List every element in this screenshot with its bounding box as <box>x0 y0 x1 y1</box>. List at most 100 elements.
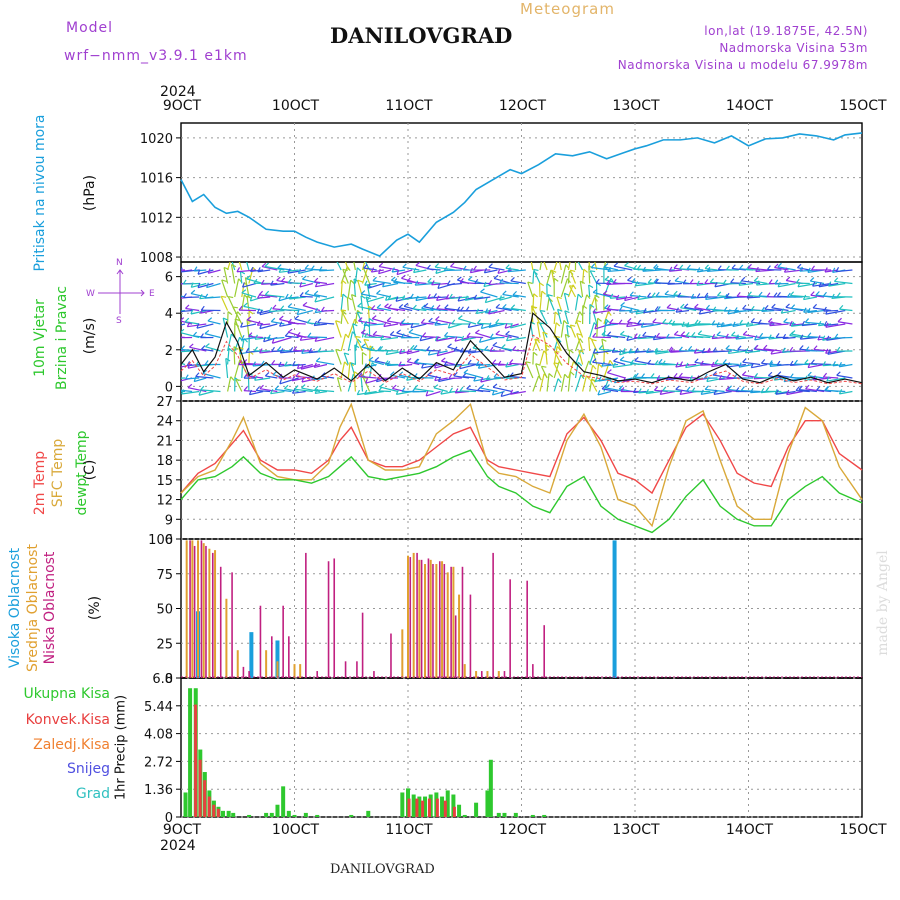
wind-barb <box>512 294 526 298</box>
wind-barb-flag <box>181 345 186 350</box>
wind-barb <box>241 292 257 298</box>
wind-barb-flag <box>475 329 480 334</box>
wind-barb <box>410 323 427 329</box>
wind-barb-flag <box>739 264 744 270</box>
wind-barb-flag <box>244 252 249 254</box>
wind-barb-flag <box>626 321 630 327</box>
wind-barb-flag <box>472 344 477 349</box>
wind-barb <box>742 361 761 366</box>
wind-barb <box>823 295 839 298</box>
precip-total-bar <box>513 812 518 817</box>
wind-barb <box>599 348 619 352</box>
wind-barb-flag <box>505 335 510 341</box>
wind-barb <box>835 269 853 273</box>
bottom-year-label: 2024 <box>160 838 196 854</box>
wind-barb-flag <box>304 264 309 269</box>
wind-barb-flag <box>260 360 265 366</box>
wind-barb <box>259 294 278 298</box>
wind-barb-flag <box>835 267 840 272</box>
wind-barb <box>567 271 570 284</box>
top-date-tick: 14OCT <box>725 98 774 114</box>
wind-barb-flag <box>755 280 760 286</box>
wind-barb-flag <box>344 352 350 356</box>
wind-barb <box>743 334 761 339</box>
precip-conv-bar <box>407 798 411 817</box>
wind-barb-flag <box>509 359 514 364</box>
wind-barb-flag <box>238 360 243 365</box>
wind-barb-flag <box>433 293 437 299</box>
wind-barb <box>564 310 569 325</box>
wind-barb-flag <box>252 361 256 367</box>
wind-barb-flag <box>776 371 782 376</box>
wind-barb <box>382 282 399 288</box>
wind-barb <box>372 280 391 285</box>
wind-barb-flag <box>529 252 534 254</box>
wind-barb <box>488 266 505 271</box>
wind-barb-flag <box>477 363 482 369</box>
wind-barb <box>426 349 441 352</box>
wind-barb-flag <box>735 387 740 392</box>
wind-barb-flag <box>287 268 291 274</box>
wind-barb <box>825 309 846 315</box>
wind-barb-flag <box>489 333 494 339</box>
wind-barb-flag <box>352 323 358 327</box>
wind-barb-flag <box>799 334 804 340</box>
wind-barb-flag <box>722 279 727 285</box>
wind-barb <box>398 307 413 312</box>
wind-barb-flag <box>454 388 459 394</box>
wind-barb <box>378 269 392 275</box>
wind-barb <box>181 269 186 271</box>
wind-barb-flag <box>379 346 384 351</box>
wind-barb <box>205 346 221 352</box>
wind-barb-flag <box>280 277 286 282</box>
wind-barb-flag <box>782 347 786 353</box>
wind-barb-flag <box>310 265 315 271</box>
wind-barb-flag <box>738 280 742 286</box>
wind-barb-flag <box>712 347 717 353</box>
wind-barb-flag <box>354 344 360 349</box>
wind-barb-flag <box>246 275 251 280</box>
wind-barb <box>254 336 271 340</box>
wind-barb-flag <box>833 277 839 282</box>
cloud-mid-bar <box>299 664 302 678</box>
precip-total-bar <box>417 796 422 817</box>
precip-total-bar <box>220 810 225 817</box>
wind-barb <box>791 323 810 327</box>
wind-barb-flag <box>557 308 563 312</box>
wind-barb <box>430 308 448 312</box>
wind-barb-flag <box>264 290 270 296</box>
wind-barb-flag <box>665 333 670 339</box>
wind-barb-flag <box>750 318 755 323</box>
wind-barb <box>355 336 364 352</box>
wind-barb <box>559 262 562 271</box>
wind-barb-flag <box>586 294 591 300</box>
wind-barb <box>242 282 257 288</box>
wind-barb <box>511 307 526 312</box>
wind-barb-flag <box>272 304 277 310</box>
wind-barb-flag <box>768 360 773 365</box>
wind-barb-flag <box>827 349 831 355</box>
wind-barb-flag <box>774 263 779 268</box>
wind-gust-line <box>180 334 863 385</box>
wind-barb-flag <box>271 359 276 365</box>
wind-barb <box>190 292 207 298</box>
wind-barb-flag <box>406 277 411 282</box>
wind-barb-flag <box>357 302 362 307</box>
wind-barb <box>346 297 349 311</box>
cloud-low-bar <box>327 561 330 678</box>
wind-barb-flag <box>360 329 366 334</box>
precip-conv-bar <box>452 806 456 817</box>
wind-barb <box>318 350 335 353</box>
wind-barb <box>183 282 200 285</box>
model-elevation-label: Nadmorska Visina u modelu 67.9978m <box>617 58 868 72</box>
wind-barb-flag <box>403 302 409 307</box>
wind-barb-flag <box>533 293 538 298</box>
wind-barb-flag <box>822 372 828 378</box>
cloud-low-bar <box>193 545 196 678</box>
wind-barb-flag <box>605 384 610 389</box>
wind-barb-flag <box>541 290 547 295</box>
cloud-low-bar <box>305 552 307 678</box>
cloud-low-bar <box>242 666 245 678</box>
wind-barb-flag <box>396 269 400 275</box>
wind-barb-flag <box>372 330 378 336</box>
